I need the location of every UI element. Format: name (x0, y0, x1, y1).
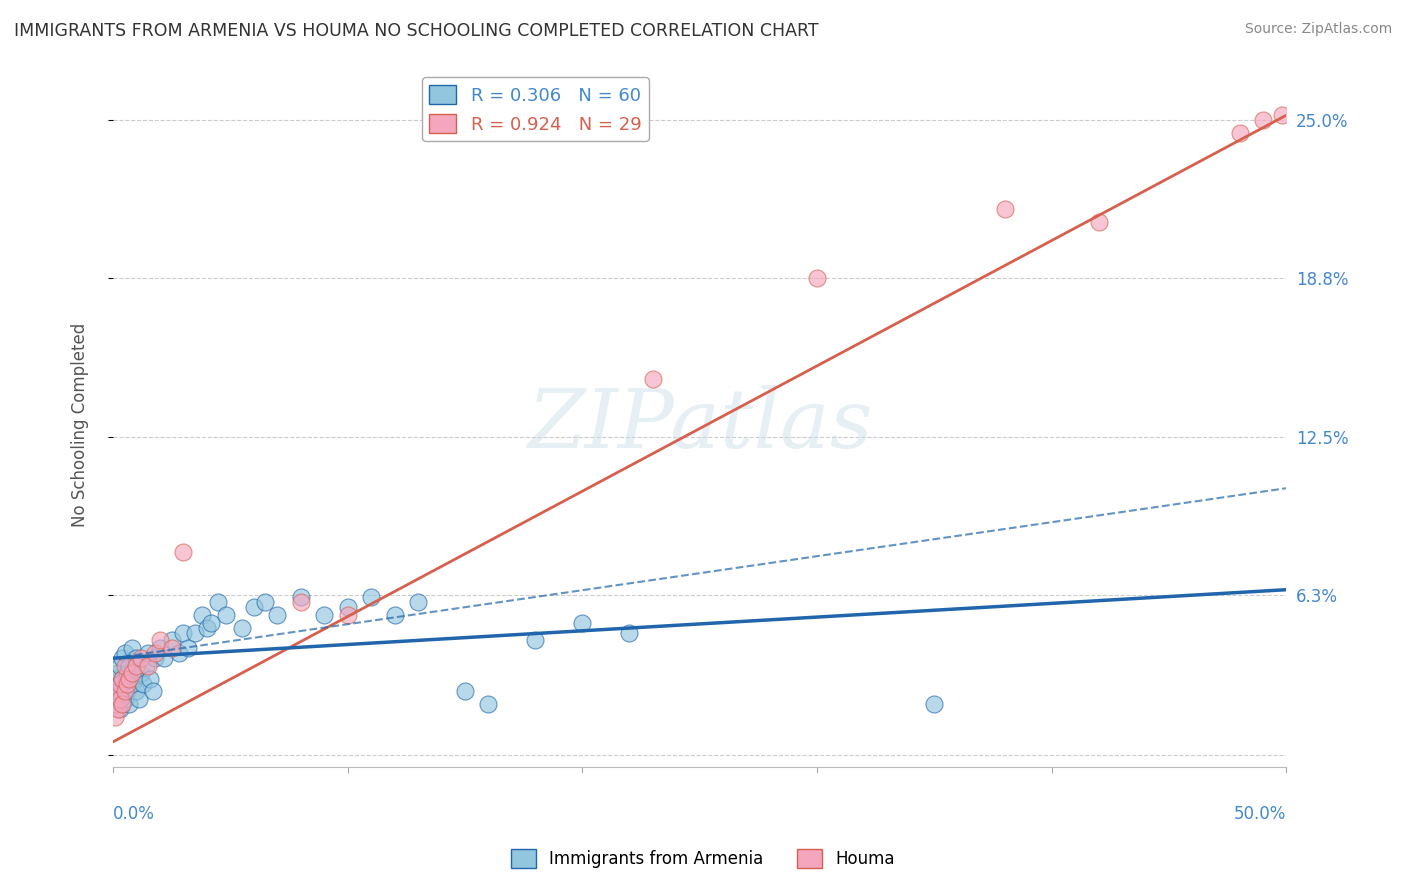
Text: IMMIGRANTS FROM ARMENIA VS HOUMA NO SCHOOLING COMPLETED CORRELATION CHART: IMMIGRANTS FROM ARMENIA VS HOUMA NO SCHO… (14, 22, 818, 40)
Point (121, 676, 143, 690)
Text: Source: ZipAtlas.com: Source: ZipAtlas.com (1244, 22, 1392, 37)
Point (125, 658, 148, 673)
Point (1229, 126, 1251, 140)
Point (104, 672, 127, 686)
Point (107, 691, 129, 706)
Y-axis label: No Schooling Completed: No Schooling Completed (72, 323, 89, 527)
Point (115, 676, 138, 690)
Point (290, 591, 312, 605)
Point (143, 646, 166, 660)
Point (118, 697, 141, 711)
Point (114, 658, 136, 673)
Point (114, 646, 136, 660)
Point (172, 544, 194, 558)
Point (114, 691, 136, 706)
Point (107, 676, 129, 690)
Point (160, 633, 183, 648)
Point (129, 666, 152, 681)
Point (641, 372, 664, 386)
Point (108, 676, 131, 690)
Point (139, 672, 162, 686)
Text: ZIPatlas: ZIPatlas (527, 384, 872, 465)
Point (360, 591, 382, 605)
Point (184, 625, 207, 640)
Point (132, 676, 155, 690)
Point (571, 615, 593, 630)
Point (129, 651, 152, 665)
Point (153, 651, 176, 665)
Point (242, 600, 264, 615)
Text: 0.0%: 0.0% (112, 805, 155, 823)
Point (122, 672, 145, 686)
Point (524, 633, 547, 648)
Point (114, 676, 136, 690)
Point (104, 697, 127, 711)
Point (191, 608, 214, 623)
Point (115, 666, 138, 681)
Point (125, 684, 148, 698)
Point (136, 646, 159, 660)
Point (121, 666, 143, 681)
Point (111, 672, 134, 686)
Point (149, 641, 172, 656)
Point (994, 202, 1017, 216)
Point (108, 658, 131, 673)
Point (336, 608, 359, 623)
Text: 50.0%: 50.0% (1234, 805, 1286, 823)
Point (143, 651, 166, 665)
Point (104, 697, 127, 711)
Point (115, 684, 138, 698)
Point (118, 658, 141, 673)
Legend: R = 0.306   N = 60, R = 0.924   N = 29: R = 0.306 N = 60, R = 0.924 N = 29 (422, 78, 648, 141)
Point (107, 666, 129, 681)
Point (477, 697, 499, 711)
Point (121, 641, 143, 656)
Point (314, 608, 336, 623)
Point (1087, 215, 1109, 229)
Point (111, 651, 134, 665)
Point (214, 608, 236, 623)
Point (254, 595, 277, 609)
Point (149, 633, 172, 648)
Point (111, 672, 134, 686)
Point (336, 600, 359, 615)
Point (1271, 108, 1294, 122)
Point (108, 684, 131, 698)
Point (1251, 113, 1274, 128)
Point (118, 672, 141, 686)
Point (142, 684, 165, 698)
Point (266, 608, 288, 623)
Point (111, 697, 134, 711)
Point (167, 646, 190, 660)
Point (290, 595, 312, 609)
Point (200, 615, 222, 630)
Point (104, 709, 127, 723)
Point (125, 651, 148, 665)
Point (160, 641, 183, 656)
Point (136, 658, 159, 673)
Point (406, 595, 429, 609)
Point (454, 684, 477, 698)
Point (111, 697, 134, 711)
Point (384, 608, 406, 623)
Point (195, 621, 218, 635)
Point (619, 625, 641, 640)
Legend: Immigrants from Armenia, Houma: Immigrants from Armenia, Houma (505, 843, 901, 875)
Point (177, 641, 200, 656)
Point (231, 621, 253, 635)
Point (806, 270, 828, 285)
Point (114, 684, 136, 698)
Point (135, 658, 157, 673)
Point (107, 684, 129, 698)
Point (172, 625, 194, 640)
Point (104, 684, 127, 698)
Point (924, 697, 946, 711)
Point (128, 691, 150, 706)
Point (108, 691, 131, 706)
Point (207, 595, 229, 609)
Point (107, 702, 129, 716)
Point (108, 702, 131, 716)
